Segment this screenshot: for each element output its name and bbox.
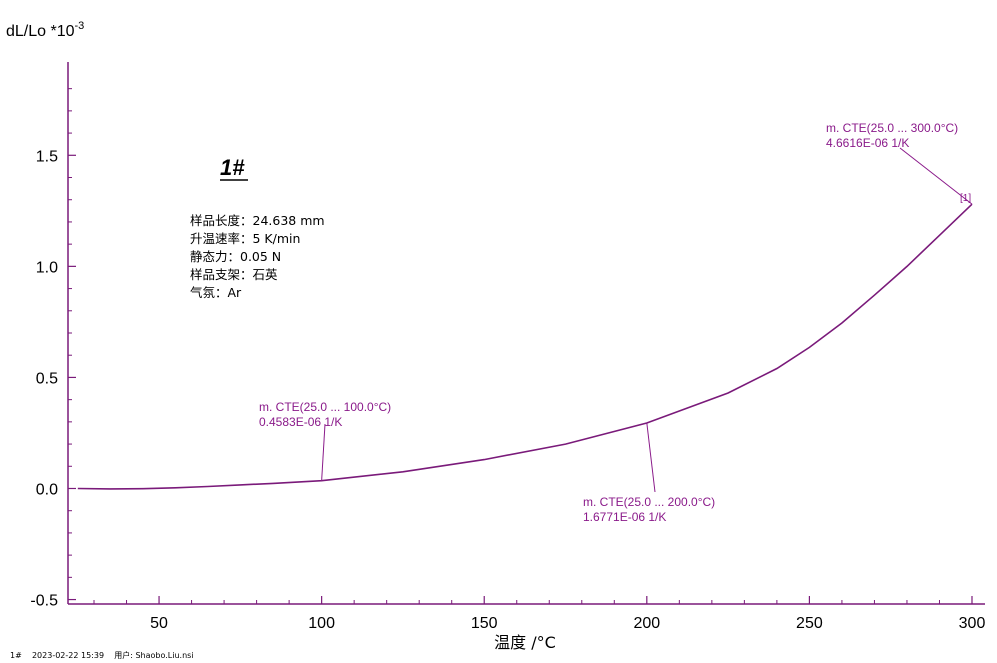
series-line (77, 203, 973, 490)
sample-title: 1# (220, 155, 245, 180)
footer-info: 1# 2023-02-22 15:39 用户: Shaobo.Liu.nsi (10, 650, 194, 660)
x-tick-label: 250 (796, 615, 823, 632)
x-tick-label: 50 (150, 615, 168, 632)
annotation-range: m. CTE(25.0 ... 100.0°C) (259, 400, 391, 414)
info-line-heating-rate: 升温速率：5 K/min (190, 231, 300, 246)
annotation-value: 4.6616E-06 1/K (826, 136, 909, 150)
annotation-leader (899, 147, 973, 205)
y-tick-label: 0.5 (36, 370, 58, 387)
cte-annotation: m. CTE(25.0 ... 300.0°C)4.6616E-06 1/K (826, 121, 973, 205)
annotation-range: m. CTE(25.0 ... 200.0°C) (583, 495, 715, 509)
cte-annotation: m. CTE(25.0 ... 100.0°C)0.4583E-06 1/K (259, 400, 391, 481)
info-line-static-force: 静态力：0.05 N (190, 249, 281, 264)
y-tick-label: 0.0 (36, 481, 58, 498)
info-line-holder: 样品支架：石英 (190, 267, 278, 282)
y-tick-label: 1.5 (36, 148, 58, 165)
x-tick-label: 200 (633, 615, 660, 632)
y-axis-label-exponent: -3 (75, 20, 85, 32)
info-line-atmosphere: 气氛：Ar (190, 285, 242, 300)
y-axis-label-base: dL/Lo *10 (6, 23, 75, 40)
x-tick-label: 100 (308, 615, 335, 632)
y-axis-label: dL/Lo *10-3 (6, 20, 84, 40)
y-tick-label: -0.5 (30, 593, 58, 610)
annotation-leader (646, 422, 656, 493)
annotation-value: 0.4583E-06 1/K (259, 415, 342, 429)
annotation-range: m. CTE(25.0 ... 300.0°C) (826, 121, 958, 135)
cte-annotation: m. CTE(25.0 ... 200.0°C)1.6771E-06 1/K (583, 422, 715, 524)
annotation-leader (321, 423, 326, 481)
x-axis-label: 温度 /°C (494, 633, 556, 652)
sample-info: 样品长度：24.638 mm 升温速率：5 K/min 静态力：0.05 N 样… (190, 213, 325, 300)
y-ticks: -0.5 0.0 0.5 1.0 1.5 (30, 88, 76, 610)
cte-annotations: m. CTE(25.0 ... 100.0°C)0.4583E-06 1/Km.… (259, 121, 973, 524)
y-tick-label: 1.0 (36, 259, 58, 276)
x-ticks: 50 100 150 200 250 300 (93, 596, 986, 632)
x-tick-label: 300 (959, 615, 986, 632)
annotation-value: 1.6771E-06 1/K (583, 510, 666, 524)
x-tick-label: 150 (471, 615, 498, 632)
info-line-length: 样品长度：24.638 mm (190, 213, 325, 228)
endpoint-marker: [1] (960, 193, 971, 204)
